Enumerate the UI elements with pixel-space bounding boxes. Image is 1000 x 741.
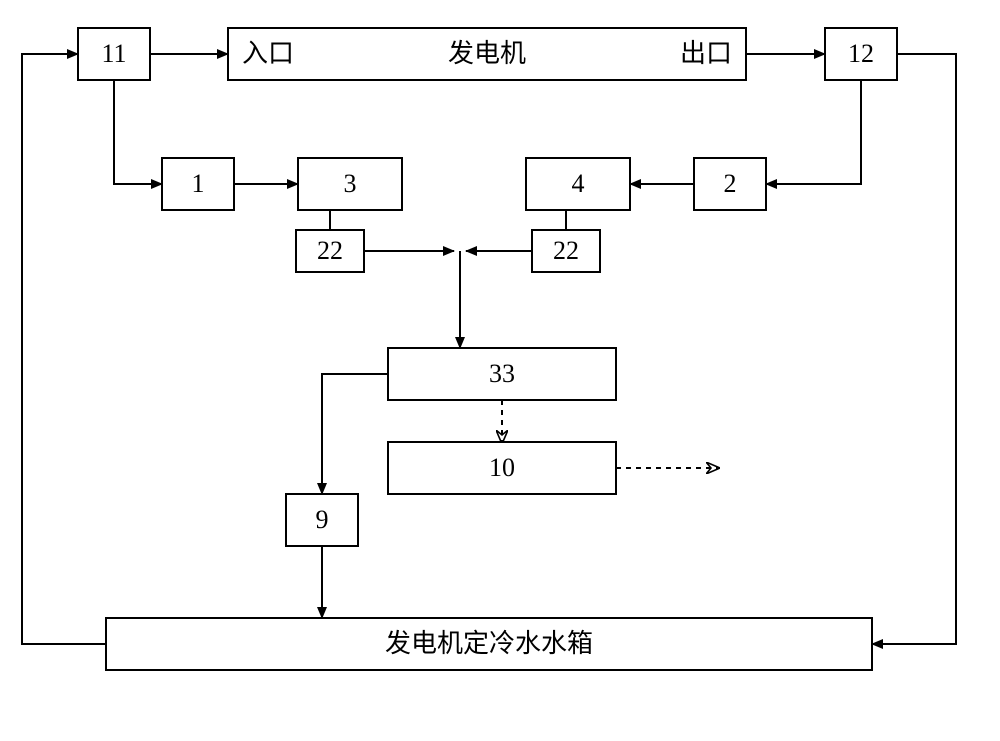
label-n3: 3 xyxy=(344,169,357,198)
node-n10: 10 xyxy=(388,442,616,494)
node-n3: 3 xyxy=(298,158,402,210)
node-n2: 2 xyxy=(694,158,766,210)
node-tank: 发电机定冷水水箱 xyxy=(106,618,872,670)
label-n22R: 22 xyxy=(553,236,579,265)
label-gen-center: 发电机 xyxy=(448,39,526,68)
node-n12: 12 xyxy=(825,28,897,80)
label-gen-right: 出口 xyxy=(680,39,732,68)
label-n2: 2 xyxy=(724,169,737,198)
edge-tank-to-11 xyxy=(22,54,106,644)
edge-12-to-2 xyxy=(766,80,861,184)
node-gen: 发电机 入口 出口 xyxy=(228,28,746,80)
node-n11: 11 xyxy=(78,28,150,80)
label-n4: 4 xyxy=(572,169,585,198)
edge-11-to-1 xyxy=(114,80,162,184)
node-n33: 33 xyxy=(388,348,616,400)
node-n9: 9 xyxy=(286,494,358,546)
cooling-system-diagram: 11发电机入口出口121342222233109发电机定冷水水箱 xyxy=(0,0,1000,741)
label-gen-left: 入口 xyxy=(242,39,294,68)
node-n1: 1 xyxy=(162,158,234,210)
node-n4: 4 xyxy=(526,158,630,210)
edge-33-to-9 xyxy=(322,374,388,494)
label-n12: 12 xyxy=(848,39,874,68)
label-n9: 9 xyxy=(316,505,329,534)
label-n1: 1 xyxy=(192,169,205,198)
label-tank: 发电机定冷水水箱 xyxy=(385,629,593,658)
label-n22L: 22 xyxy=(317,236,343,265)
label-n10: 10 xyxy=(489,453,515,482)
edge-12-to-tank xyxy=(872,54,956,644)
node-n22R: 22 xyxy=(532,230,600,272)
label-n11: 11 xyxy=(101,39,126,68)
label-n33: 33 xyxy=(489,359,515,388)
node-n22L: 22 xyxy=(296,230,364,272)
